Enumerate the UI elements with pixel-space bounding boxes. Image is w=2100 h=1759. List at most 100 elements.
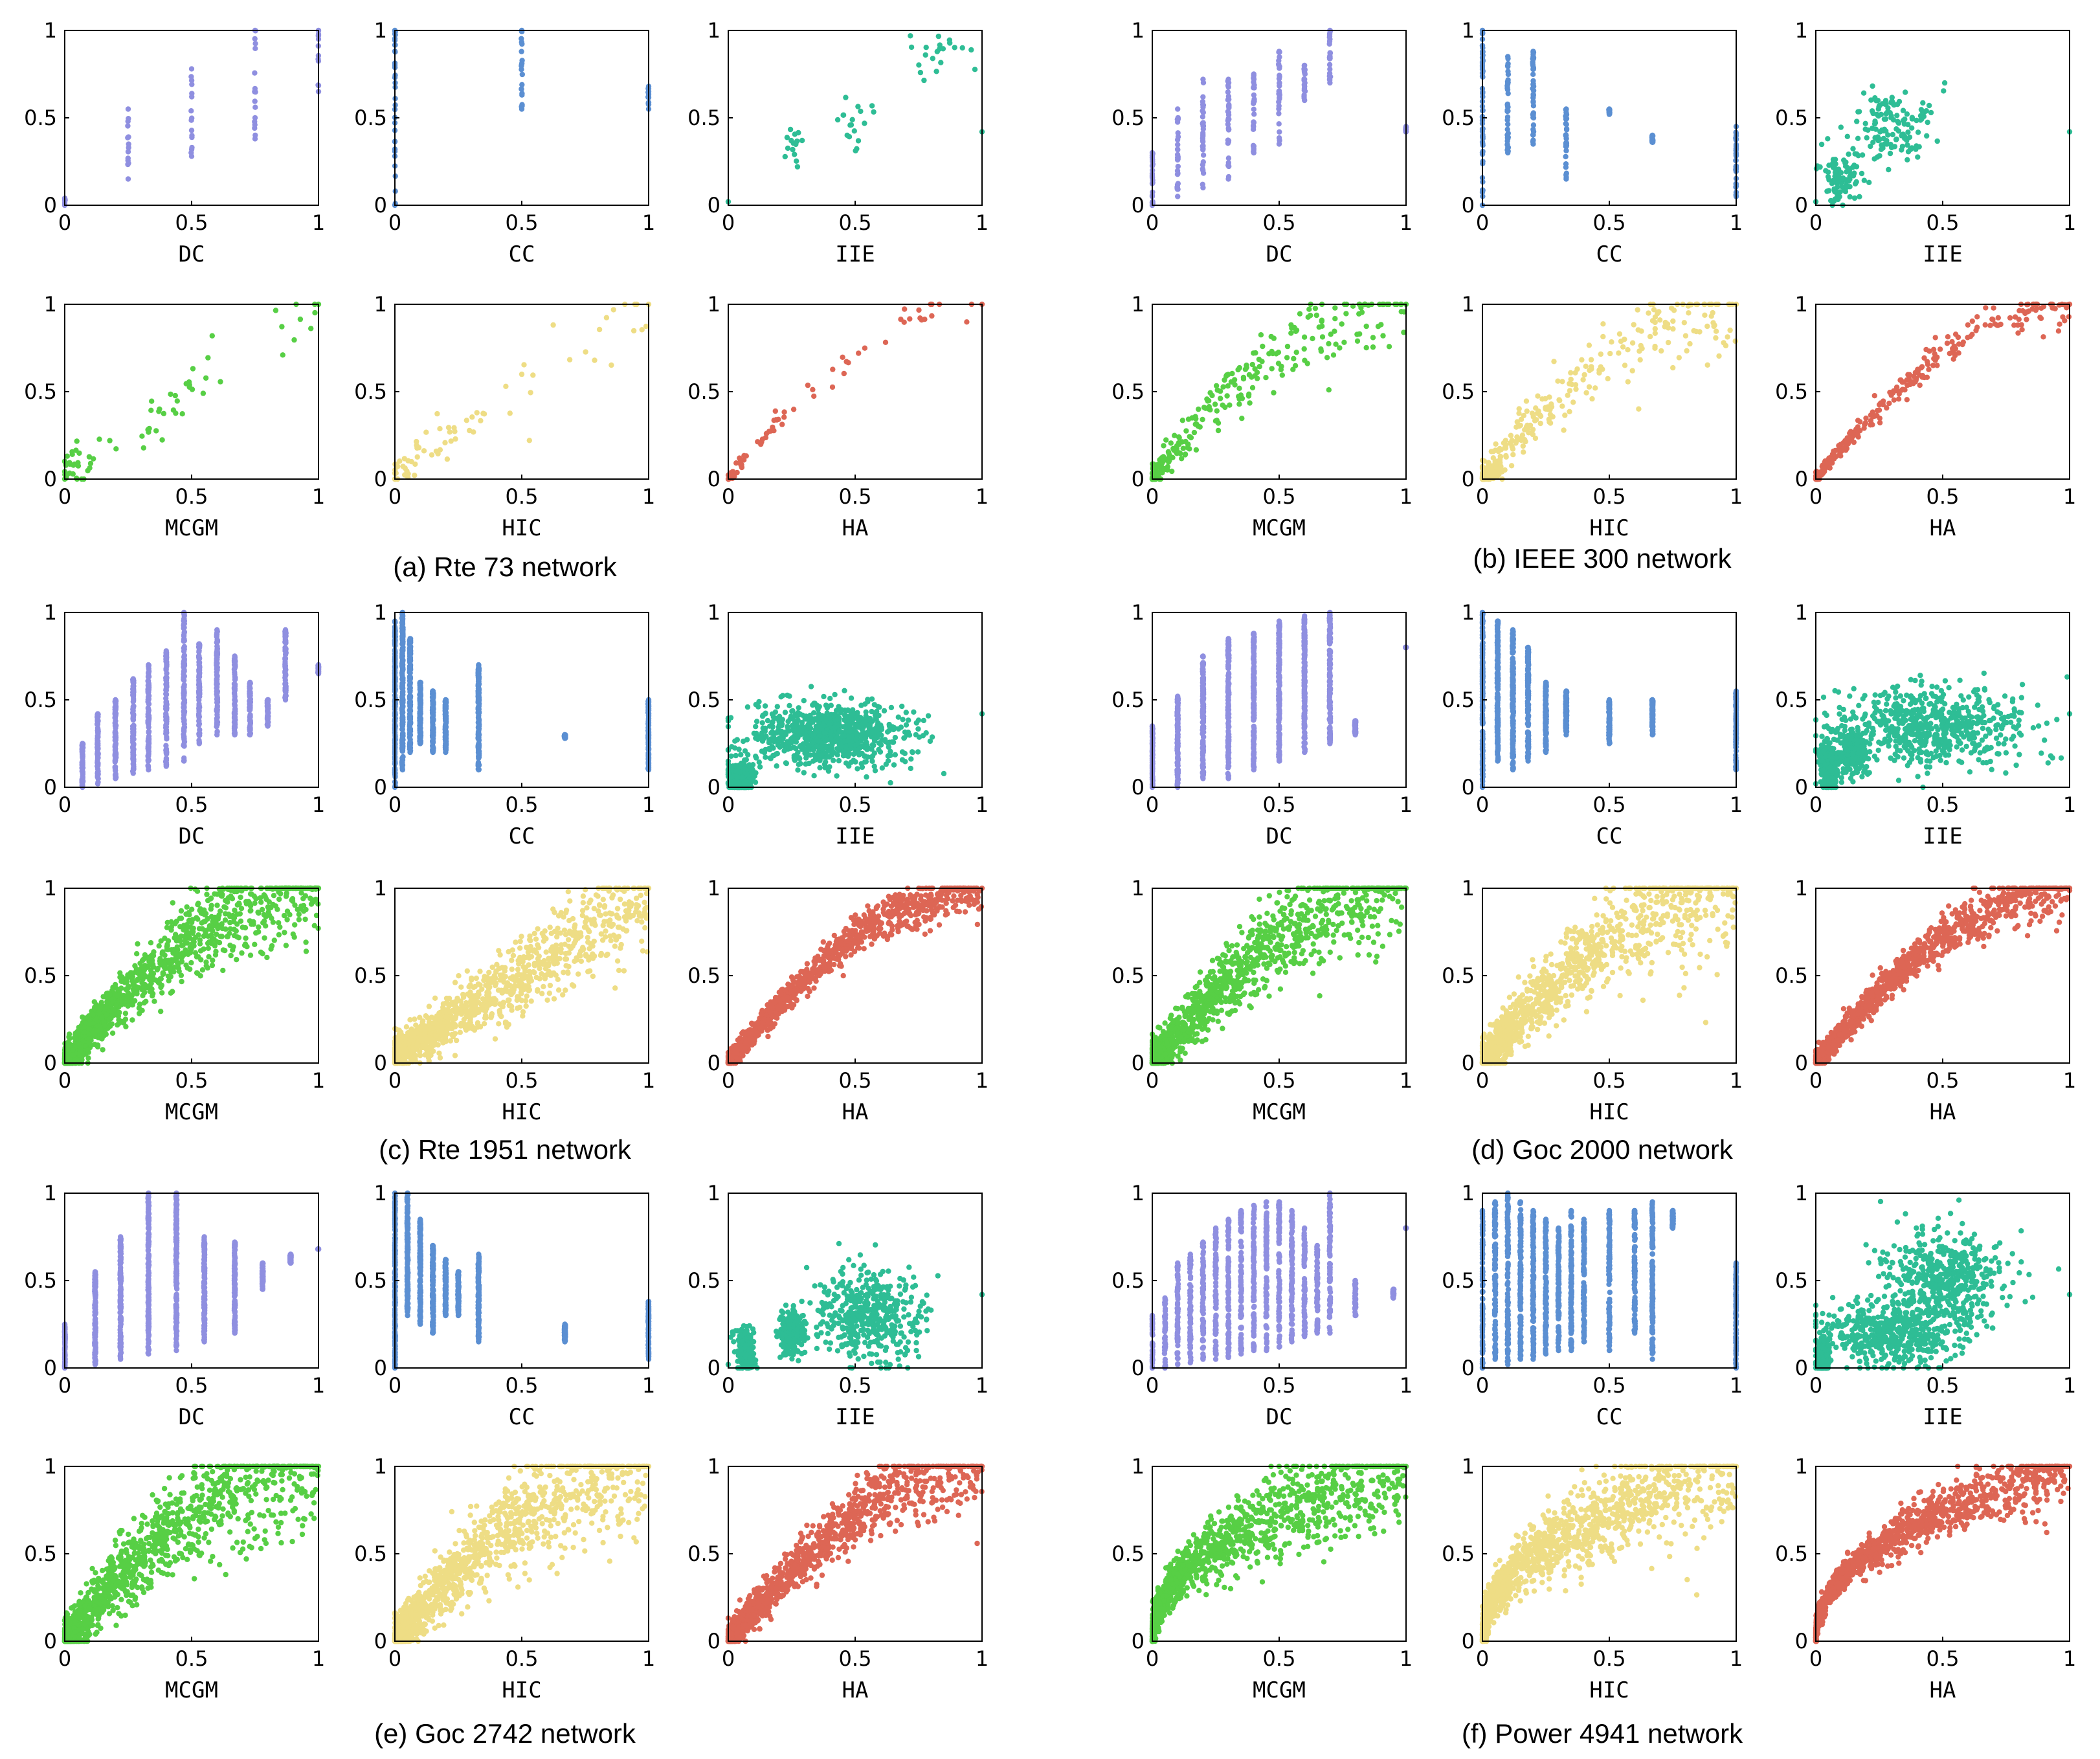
data-point <box>252 98 258 104</box>
data-point <box>1606 111 1613 117</box>
data-point <box>1239 416 1245 421</box>
data-point <box>1332 328 1337 334</box>
data-point <box>1827 456 1833 462</box>
data-point <box>1502 438 1508 443</box>
data-point <box>112 711 118 717</box>
data-point <box>1225 155 1232 161</box>
data-point <box>933 69 939 74</box>
data-point <box>125 106 131 112</box>
data-point <box>181 743 186 748</box>
data-point <box>1889 98 1895 104</box>
data-point <box>1926 102 1932 109</box>
data-point <box>1530 126 1536 133</box>
data-point <box>1179 456 1185 462</box>
data-point <box>1995 322 2001 328</box>
data-point <box>1236 396 1242 402</box>
data-point <box>421 448 427 454</box>
data-point <box>1363 344 1369 351</box>
data-point <box>609 362 614 368</box>
data-point <box>1207 407 1213 413</box>
data-point <box>1950 346 1956 352</box>
data-point <box>503 383 509 389</box>
data-point <box>1547 419 1552 425</box>
data-point <box>1279 372 1286 378</box>
data-point <box>145 757 151 763</box>
data-point <box>265 708 271 713</box>
data-point <box>130 745 136 752</box>
data-point <box>448 438 454 444</box>
x-axis-label: MCGM <box>1253 515 1306 541</box>
data-point <box>1652 326 1658 332</box>
data-point <box>521 362 527 368</box>
x-tick-label: 0.5 <box>839 484 872 509</box>
data-point <box>507 410 513 416</box>
data-point <box>407 647 413 653</box>
data-point <box>1292 363 1299 369</box>
data-point <box>1589 396 1595 402</box>
data-point <box>442 726 448 733</box>
data-point <box>196 681 203 687</box>
y-tick-label: 0 <box>44 193 57 218</box>
data-point <box>1840 445 1846 451</box>
data-point <box>792 151 798 157</box>
data-point <box>139 433 145 439</box>
data-point <box>214 719 221 725</box>
data-point <box>80 778 86 784</box>
data-point <box>562 732 568 738</box>
data-point <box>146 674 152 680</box>
data-point <box>297 316 304 322</box>
data-point <box>1523 398 1530 404</box>
data-point <box>1504 102 1510 107</box>
data-point <box>787 126 794 133</box>
data-point <box>1900 107 1906 113</box>
data-point <box>181 621 187 627</box>
data-point <box>1855 153 1861 159</box>
data-point <box>1949 339 1955 345</box>
data-point <box>1865 127 1871 133</box>
data-point <box>1862 420 1868 426</box>
data-point <box>1827 465 1833 471</box>
data-point <box>1563 113 1569 119</box>
data-point <box>232 658 238 664</box>
data-point <box>1370 335 1376 341</box>
data-point <box>1332 316 1338 322</box>
data-point <box>1635 307 1640 313</box>
data-point <box>1844 435 1850 441</box>
scatter-points <box>1149 301 1409 482</box>
data-point <box>113 741 119 746</box>
y-tick-label: 0 <box>708 193 720 218</box>
data-point <box>1932 335 1938 341</box>
y-tick-label: 0.5 <box>354 106 387 130</box>
data-point <box>282 681 289 687</box>
data-point <box>1380 333 1386 339</box>
data-point <box>1684 348 1690 354</box>
data-point <box>146 429 151 435</box>
data-point <box>923 45 929 50</box>
data-point <box>1854 118 1860 124</box>
data-point <box>1888 144 1895 151</box>
data-point <box>1588 357 1594 363</box>
data-point <box>1882 98 1889 104</box>
data-point <box>146 693 152 699</box>
data-point <box>1646 310 1651 316</box>
data-point <box>1343 311 1349 317</box>
data-point <box>417 715 423 722</box>
y-tick-label: 0.5 <box>1775 106 1808 130</box>
data-point <box>400 730 406 737</box>
y-tick-label: 0.5 <box>1442 106 1475 130</box>
data-point <box>1537 420 1543 427</box>
data-point <box>1670 326 1676 332</box>
data-point <box>188 66 195 72</box>
data-point <box>785 145 791 151</box>
data-point <box>95 732 101 739</box>
data-point <box>232 713 238 719</box>
data-point <box>851 128 858 134</box>
y-tick-label: 0.5 <box>24 688 57 712</box>
data-point <box>737 455 743 461</box>
data-point <box>1886 166 1892 173</box>
data-point <box>481 411 487 417</box>
data-point <box>1820 469 1826 475</box>
data-point <box>418 735 423 741</box>
